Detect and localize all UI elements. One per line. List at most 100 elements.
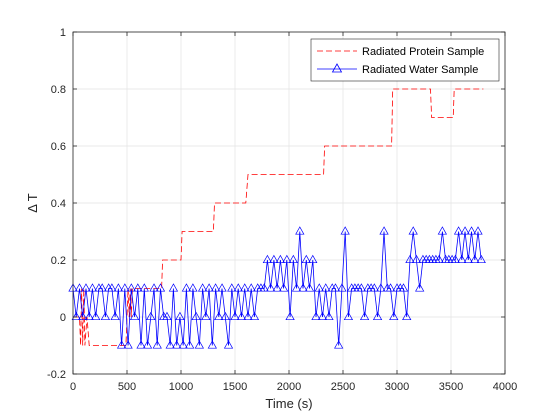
water-data-point (372, 311, 383, 321)
x-tick-label: 1500 (223, 381, 247, 393)
water-data-point (275, 254, 286, 264)
water-data-point (405, 254, 415, 264)
y-tick-label: 0 (60, 312, 66, 324)
water-data-point (291, 283, 302, 292)
water-data-point (71, 311, 81, 321)
water-data-point (457, 254, 467, 264)
water-data-point (107, 283, 117, 292)
water-data-point (172, 340, 182, 349)
water-data-point (411, 254, 422, 264)
water-data-point (139, 283, 149, 292)
water-data-point (246, 283, 256, 292)
water-data-point (81, 283, 91, 292)
water-data-point (278, 283, 289, 292)
water-data-point (74, 283, 85, 292)
water-data-point (340, 226, 350, 235)
water-data-point (233, 283, 243, 292)
water-data-point (379, 226, 389, 235)
protein-series-line (73, 88, 484, 346)
y-tick-label: 0.4 (51, 198, 66, 210)
water-data-point (184, 340, 195, 349)
water-data-point (243, 311, 253, 321)
water-data-point (369, 283, 379, 292)
water-data-point (408, 226, 418, 235)
water-data-point (450, 254, 460, 264)
water-data-point (330, 283, 341, 292)
water-data-point (453, 226, 464, 235)
water-data-point (385, 283, 396, 292)
water-data-point (434, 254, 444, 264)
water-data-point (473, 226, 483, 235)
water-data-point (188, 283, 198, 292)
water-data-point (314, 283, 324, 292)
x-tick-labels: 0 500 1000 1500 2000 2500 3000 3500 4000 (70, 381, 517, 393)
water-data-point (415, 283, 425, 292)
water-data-point (162, 311, 172, 321)
water-data-point (476, 254, 486, 264)
water-data-point (87, 283, 98, 292)
water-data-point (191, 311, 201, 321)
water-data-point (236, 311, 247, 321)
water-data-point (178, 340, 188, 349)
tick-marks (72, 31, 506, 375)
x-tick-label: 3000 (385, 381, 409, 393)
water-data-point (389, 311, 399, 321)
water-data-point (204, 283, 214, 292)
y-tick-label: 0.2 (51, 255, 66, 267)
x-tick-label: 4000 (493, 381, 517, 393)
water-data-point (142, 340, 153, 349)
water-data-point (97, 283, 107, 292)
water-data-point (126, 283, 136, 292)
y-axis-title: Δ T (25, 193, 40, 213)
water-data-point (129, 311, 140, 321)
x-tick-label: 2500 (331, 381, 355, 393)
water-data-point (207, 340, 217, 349)
x-tick-label: 500 (118, 381, 136, 393)
water-data-point (100, 311, 111, 321)
water-data-point (240, 283, 250, 292)
water-data-point (120, 283, 130, 292)
legend-label-protein: Radiated Protein Sample (362, 46, 484, 58)
water-data-point (262, 254, 273, 264)
x-axis-title: Time (s) (265, 396, 312, 411)
water-data-point (197, 283, 208, 292)
y-tick-label: 1 (60, 27, 66, 39)
legend: Radiated Protein Sample Radiated Water S… (310, 38, 500, 82)
water-data-point (337, 283, 347, 292)
water-data-point (214, 311, 224, 321)
water-data-point (133, 283, 143, 292)
water-data-point (149, 283, 159, 292)
water-data-point (321, 283, 331, 292)
water-data-point (259, 283, 269, 292)
water-data-point (269, 254, 279, 264)
water-data-point (136, 340, 146, 349)
water-data-point (210, 283, 221, 292)
water-data-point (201, 311, 211, 321)
water-data-point (155, 283, 166, 292)
water-data-point (359, 311, 370, 321)
water-data-point (175, 311, 185, 321)
water-data-point (282, 254, 292, 264)
water-data-point (298, 283, 308, 292)
water-data-point (311, 311, 321, 321)
water-data-point (308, 254, 318, 264)
water-data-point (376, 283, 386, 292)
water-data-point (116, 340, 127, 349)
water-data-point (301, 254, 311, 264)
water-data-point (168, 283, 179, 292)
water-data-point (152, 340, 162, 349)
water-data-point (181, 283, 192, 292)
water-data-point (194, 340, 205, 349)
water-data-point (78, 311, 88, 321)
water-data-point (84, 311, 94, 321)
water-data-point (223, 340, 234, 349)
water-data-point (466, 226, 477, 235)
water-data-point (217, 283, 227, 292)
water-data-point (317, 311, 328, 321)
water-data-point (91, 311, 101, 321)
water-data-point (402, 311, 412, 321)
y-tick-label: 0.6 (51, 141, 66, 153)
water-data-point (123, 340, 133, 349)
water-data-point (398, 283, 409, 292)
